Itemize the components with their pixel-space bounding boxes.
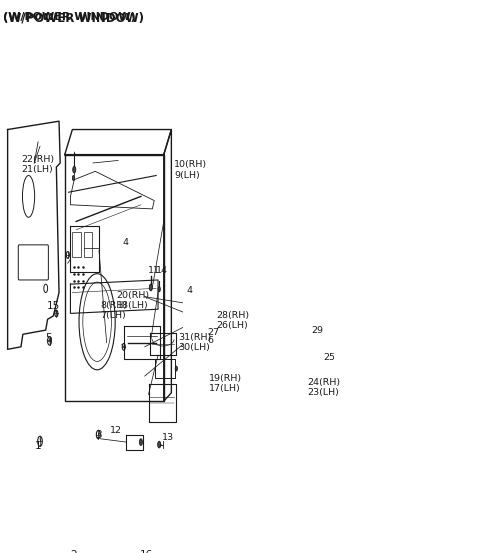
Text: 1: 1: [35, 441, 41, 451]
Text: 19(RH)
17(LH): 19(RH) 17(LH): [209, 374, 242, 393]
Text: 24(RH)
23(LH): 24(RH) 23(LH): [308, 378, 341, 397]
Text: 12: 12: [110, 426, 122, 435]
Text: 5: 5: [45, 332, 52, 343]
Text: 8(RH)
7(LH): 8(RH) 7(LH): [100, 301, 127, 320]
Circle shape: [139, 439, 143, 445]
Text: 20(RH)
18(LH): 20(RH) 18(LH): [117, 291, 150, 310]
Text: 13: 13: [162, 433, 174, 442]
Text: 22(RH)
21(LH): 22(RH) 21(LH): [22, 155, 55, 174]
Text: 3: 3: [95, 430, 102, 440]
Text: 10(RH)
9(LH): 10(RH) 9(LH): [174, 160, 207, 180]
Circle shape: [158, 286, 160, 291]
Circle shape: [149, 284, 152, 291]
Text: 25: 25: [323, 353, 335, 362]
Bar: [72, 232, 81, 257]
Bar: [84, 232, 92, 257]
Text: 4: 4: [187, 286, 192, 295]
Text: 6: 6: [207, 336, 214, 345]
Text: 4: 4: [123, 238, 129, 247]
Text: 14: 14: [156, 266, 168, 275]
Text: 31(RH)
30(LH): 31(RH) 30(LH): [178, 332, 212, 352]
Circle shape: [73, 166, 76, 173]
Text: 16: 16: [140, 550, 153, 553]
Text: 29: 29: [312, 326, 324, 335]
Circle shape: [157, 441, 161, 448]
Text: 27: 27: [207, 327, 219, 337]
Text: 15: 15: [47, 301, 60, 311]
Circle shape: [175, 366, 178, 371]
Text: 28(RH)
26(LH): 28(RH) 26(LH): [216, 311, 250, 330]
Circle shape: [72, 175, 75, 180]
Text: (W/POWER WINDOW): (W/POWER WINDOW): [3, 12, 136, 22]
Text: 2: 2: [70, 550, 76, 553]
Text: (W/POWER WINDOW): (W/POWER WINDOW): [3, 12, 144, 25]
Text: 11: 11: [148, 266, 160, 275]
